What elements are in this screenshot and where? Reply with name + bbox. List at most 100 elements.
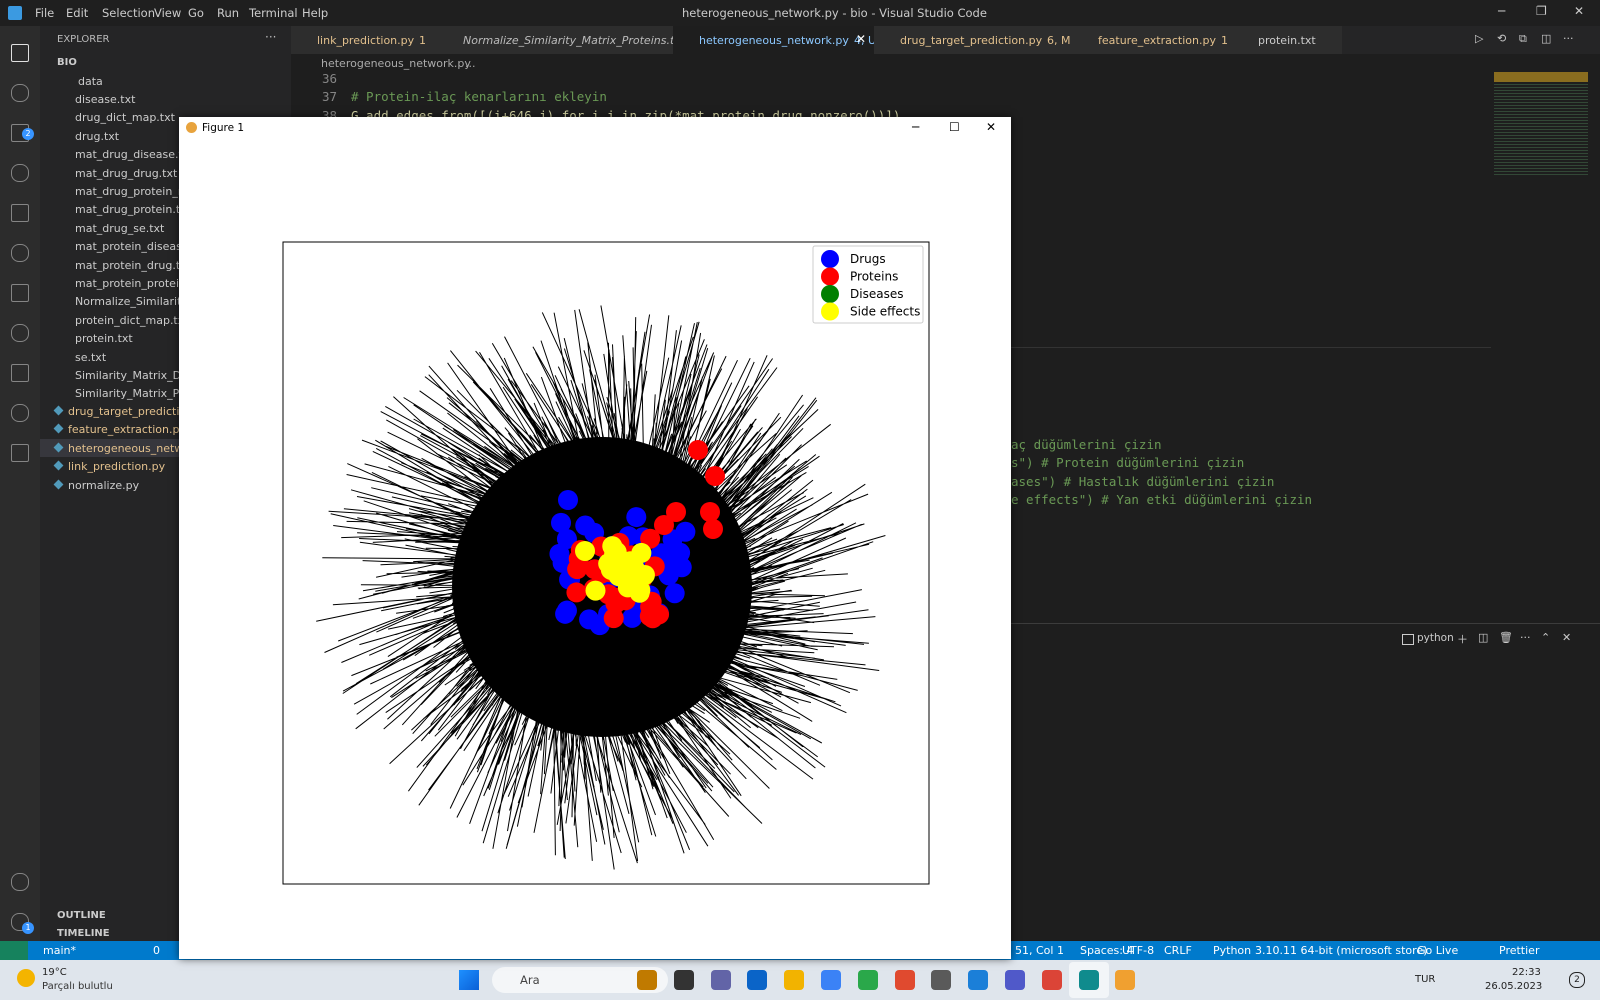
editor-action[interactable]: ⧉ <box>1519 32 1527 45</box>
status-item[interactable]: CRLF <box>1164 944 1192 957</box>
file-item[interactable]: mat_drug_protein_re <box>75 185 189 198</box>
file-item[interactable]: protein_dict_map.txt <box>75 313 189 327</box>
file-item[interactable]: mat_drug_disease.txt <box>75 148 194 162</box>
taskbar-app[interactable] <box>1005 970 1025 990</box>
activity-icon[interactable] <box>11 364 29 382</box>
panel-action[interactable]: ⌃ <box>1541 631 1551 644</box>
window-control[interactable]: ✕ <box>1574 4 1585 18</box>
breadcrumb[interactable]: ... <box>465 57 476 70</box>
taskbar-app[interactable] <box>821 970 841 990</box>
file-item[interactable]: drug_target_prediction <box>68 405 194 418</box>
taskbar-text[interactable]: TUR <box>1415 974 1436 985</box>
panel-action[interactable]: 🗑 <box>1499 631 1513 644</box>
activity-icon[interactable] <box>11 404 29 422</box>
taskbar-text[interactable]: 22:33 <box>1512 967 1541 978</box>
editor-action[interactable]: ⟲ <box>1497 32 1507 45</box>
figure-control[interactable]: ✕ <box>986 120 997 134</box>
editor-action[interactable]: ▷ <box>1475 32 1484 45</box>
folder[interactable]: data <box>78 75 103 88</box>
root-folder[interactable]: BIO <box>57 57 77 68</box>
status-item[interactable]: Prettier <box>1499 944 1540 957</box>
tab[interactable]: heterogeneous_network.py 4, U ✕ <box>673 26 876 54</box>
file-item[interactable]: Normalize_Similarity_ <box>75 295 194 309</box>
panel-action[interactable]: ＋ <box>1457 633 1468 646</box>
terminal-shell[interactable]: python <box>1417 632 1454 644</box>
menu-item[interactable]: File <box>35 6 55 20</box>
file-item[interactable]: link_prediction.py <box>68 460 166 474</box>
editor-action[interactable]: ◫ <box>1541 32 1552 45</box>
taskbar-app[interactable] <box>931 970 952 990</box>
taskbar-app[interactable] <box>1041 970 1062 990</box>
activity-icon[interactable] <box>11 324 29 342</box>
status-item[interactable]: Spaces: 4 <box>1080 944 1134 957</box>
panel-action[interactable]: ◫ <box>1478 631 1489 644</box>
taskbar-app[interactable] <box>710 970 731 990</box>
menu-item[interactable]: View <box>154 6 182 20</box>
status-item[interactable]: main* <box>43 944 76 957</box>
file-item[interactable]: mat_protein_drug.txt <box>75 258 191 272</box>
breadcrumb[interactable]: heterogeneous_network.py <box>321 57 471 70</box>
taskbar-app[interactable] <box>784 970 805 990</box>
file-item[interactable]: feature_extraction.py <box>68 423 186 437</box>
window-control[interactable]: ❐ <box>1536 4 1547 18</box>
tab[interactable]: Normalize_Similarity_Matrix_Proteins.txt <box>437 26 685 54</box>
status-item[interactable]: 0 <box>153 944 160 957</box>
taskbar-app[interactable] <box>894 970 915 990</box>
start-button[interactable] <box>459 970 479 990</box>
taskbar-app[interactable] <box>857 970 878 990</box>
menu-item[interactable]: Go <box>188 6 204 20</box>
panel-action[interactable]: ✕ <box>1562 631 1572 644</box>
file-item[interactable]: protein.txt <box>75 332 133 346</box>
panel-action[interactable]: ··· <box>1520 631 1531 644</box>
taskbar-text[interactable]: 26.05.2023 <box>1485 981 1543 992</box>
activity-icon[interactable] <box>11 244 29 262</box>
status-item[interactable]: 51, Col 1 <box>1015 944 1064 957</box>
activity-icon[interactable] <box>11 444 29 462</box>
activity-icon[interactable] <box>11 164 29 182</box>
file-item[interactable]: mat_drug_protein.txt <box>75 203 191 217</box>
status-item[interactable]: Go Live <box>1417 944 1459 957</box>
taskbar-app[interactable] <box>1078 970 1099 990</box>
taskbar-app[interactable] <box>637 970 657 990</box>
figure-control[interactable]: ─ <box>912 120 920 134</box>
menu-item[interactable]: Run <box>217 6 240 20</box>
editor-action[interactable]: ··· <box>1563 32 1574 45</box>
tab[interactable]: protein.txt <box>1232 26 1343 54</box>
tab[interactable]: feature_extraction.py 1 <box>1072 26 1233 54</box>
status-item[interactable]: Python <box>1213 944 1252 957</box>
section-header[interactable]: TIMELINE <box>57 928 110 939</box>
notification-badge[interactable]: 2 <box>1569 972 1585 988</box>
section-header[interactable]: OUTLINE <box>57 910 106 921</box>
file-item[interactable]: Similarity_Matrix_Drug <box>75 369 200 382</box>
remote-indicator[interactable] <box>0 941 28 960</box>
file-item[interactable]: drug_dict_map.txt <box>75 111 175 125</box>
tab[interactable]: drug_target_prediction.py 6, M <box>874 26 1073 54</box>
menu-item[interactable]: Terminal <box>249 6 298 20</box>
taskbar-app[interactable] <box>673 970 694 990</box>
taskbar-app[interactable] <box>968 970 989 990</box>
tab-close[interactable]: ✕ <box>855 32 866 46</box>
file-item[interactable]: mat_drug_se.txt <box>75 221 165 235</box>
status-item[interactable]: 3.10.11 64-bit (microsoft store) <box>1255 944 1428 957</box>
menu-item[interactable]: Edit <box>66 6 89 20</box>
window-control[interactable]: ─ <box>1498 4 1506 18</box>
file-item[interactable]: mat_protein_disease.t <box>75 240 197 254</box>
file-item[interactable]: normalize.py <box>68 478 140 492</box>
status-item[interactable]: UTF-8 <box>1122 944 1155 957</box>
file-item[interactable]: mat_drug_drug.txt <box>75 166 178 180</box>
file-item[interactable]: Similarity_Matrix_Prot <box>75 387 195 401</box>
activity-icon[interactable] <box>11 44 29 62</box>
activity-icon[interactable] <box>11 204 29 222</box>
activity-icon[interactable] <box>11 84 29 102</box>
figure-control[interactable]: ☐ <box>949 120 960 134</box>
file-item[interactable]: disease.txt <box>75 93 136 106</box>
explorer-more[interactable]: ··· <box>265 30 277 44</box>
file-item[interactable]: mat_protein_protein.t <box>75 277 194 290</box>
taskbar-app[interactable] <box>747 970 768 990</box>
file-item[interactable]: se.txt <box>75 350 107 364</box>
menu-item[interactable]: Help <box>302 6 329 20</box>
activity-icon[interactable] <box>11 873 29 891</box>
tab[interactable]: link_prediction.py 1 <box>291 26 438 54</box>
taskbar-app[interactable] <box>1115 970 1136 990</box>
file-item[interactable]: drug.txt <box>75 129 120 143</box>
